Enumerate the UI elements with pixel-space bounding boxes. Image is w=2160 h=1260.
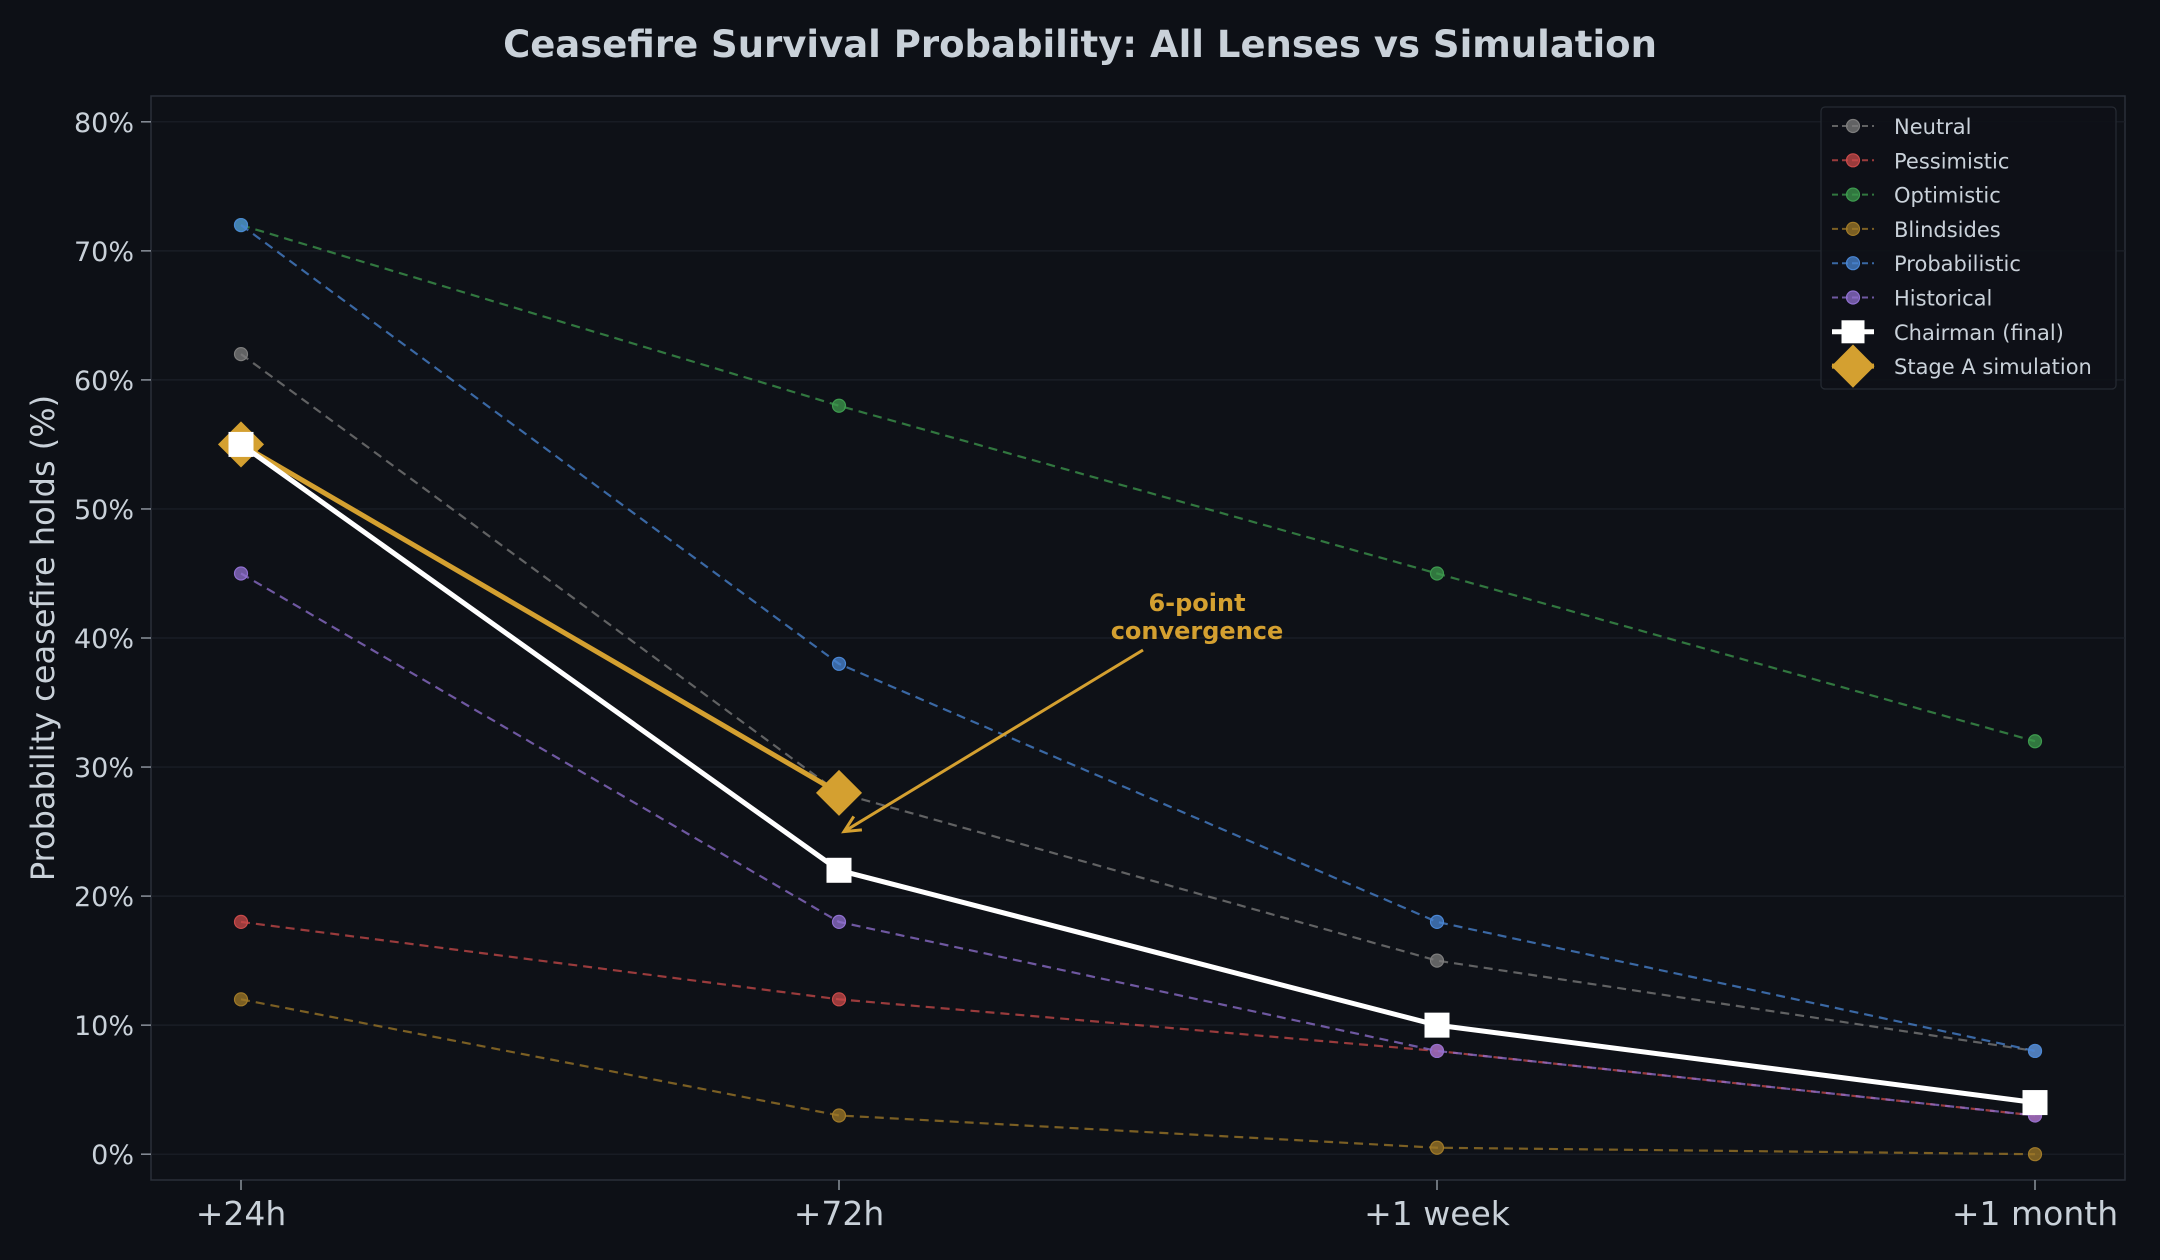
point-optimistic <box>831 398 847 413</box>
legend-item-chairman-final: Chairman (final) <box>1832 320 2064 345</box>
legend-label: Historical <box>1894 287 1992 311</box>
point-blindsides <box>1429 1140 1445 1155</box>
legend-swatch-marker <box>1845 118 1861 134</box>
y-tick-label: 70% <box>74 237 134 268</box>
point-neutral <box>233 346 249 362</box>
legend-item-probabilistic: Probabilistic <box>1832 252 2021 276</box>
grid <box>151 121 2125 1155</box>
point-chairman-final <box>228 431 254 457</box>
legend-item-neutral: Neutral <box>1832 115 1972 139</box>
y-tick-label: 60% <box>74 366 134 397</box>
legend-item-stage-a-simulation: Stage A simulation <box>1831 344 2092 388</box>
annotation-text: 6-point <box>1148 589 1245 617</box>
point-historical <box>1429 1043 1445 1059</box>
point-probabilistic <box>831 656 847 671</box>
point-blindsides <box>831 1108 847 1123</box>
point-optimistic <box>1429 566 1445 581</box>
y-tick-label: 40% <box>74 624 134 655</box>
legend-label: Probabilistic <box>1894 252 2021 276</box>
legend-item-historical: Historical <box>1832 287 1992 311</box>
line-pessimistic <box>240 920 2036 1117</box>
line-chairman-final <box>239 442 2036 1106</box>
legend-label: Stage A simulation <box>1894 355 2092 379</box>
line-stage-a-simulation <box>239 442 841 796</box>
point-probabilistic <box>2027 1043 2043 1059</box>
point-neutral <box>1429 953 1445 968</box>
legend-item-optimistic: Optimistic <box>1832 184 2001 208</box>
y-tick-label: 20% <box>74 882 134 913</box>
x-tick-label: +1 month <box>1952 1194 2118 1233</box>
y-axis: 0% 10% 20% 30% 40% 50% 60% 70% 80% <box>74 108 151 1171</box>
legend-label: Blindsides <box>1894 218 2001 242</box>
x-tick-label: +72h <box>794 1194 885 1233</box>
point-chairman-final <box>826 857 852 883</box>
point-stage-a-simulation <box>815 769 863 816</box>
legend-label: Pessimistic <box>1894 149 2009 173</box>
legend-box <box>1820 106 2117 390</box>
legend-swatch-marker <box>1845 153 1861 168</box>
point-probabilistic <box>233 217 249 233</box>
annotation-arrowhead <box>841 815 863 834</box>
point-optimistic <box>2027 734 2043 749</box>
y-tick-label: 50% <box>74 495 134 526</box>
point-blindsides <box>233 992 249 1007</box>
series-chairman-final <box>228 431 2048 1116</box>
legend-item-blindsides: Blindsides <box>1832 218 2001 242</box>
legend-swatch-marker <box>1845 221 1861 236</box>
line-neutral <box>240 353 2036 1053</box>
legend-swatch-marker <box>1831 344 1875 388</box>
legend-label: Chairman (final) <box>1894 321 2064 345</box>
x-tick-label: +24h <box>196 1194 287 1233</box>
y-tick-label: 0% <box>91 1140 134 1171</box>
legend-swatch-marker <box>1845 256 1861 271</box>
series-blindsides <box>233 992 2043 1162</box>
legend-swatch-marker <box>1845 290 1861 305</box>
annotation-arrow <box>843 648 1144 833</box>
point-historical <box>831 914 847 930</box>
line-blindsides <box>240 998 2036 1156</box>
series-layer <box>217 217 2048 1162</box>
x-axis: +24h +72h +1 week +1 month <box>196 1180 2118 1233</box>
line-probabilistic <box>240 224 2036 1053</box>
point-chairman-final <box>1424 1012 1450 1038</box>
point-blindsides <box>2027 1147 2043 1162</box>
x-tick-label: +1 week <box>1364 1194 1511 1233</box>
line-historical <box>240 572 2036 1117</box>
point-chairman-final <box>2022 1090 2048 1116</box>
point-probabilistic <box>1429 914 1445 930</box>
legend-swatch-marker <box>1845 187 1861 202</box>
point-pessimistic <box>831 992 847 1007</box>
point-pessimistic <box>233 914 249 930</box>
y-tick-label: 80% <box>74 108 134 139</box>
legend-label: Optimistic <box>1894 184 2001 208</box>
y-tick-label: 30% <box>74 753 134 784</box>
legend-swatch-marker <box>1841 320 1865 344</box>
annotation-text: convergence <box>1111 617 1284 645</box>
line-optimistic <box>240 223 2036 743</box>
chart-title: Ceasefire Survival Probability: All Lens… <box>503 23 1657 66</box>
legend-item-pessimistic: Pessimistic <box>1832 149 2009 173</box>
point-historical <box>233 566 249 581</box>
y-tick-label: 10% <box>74 1011 134 1042</box>
legend-label: Neutral <box>1894 115 1972 139</box>
legend: Neutral Pessimistic Optimistic Blindsides Pr… <box>1820 106 2117 390</box>
series-probabilistic <box>233 217 2043 1059</box>
y-axis-label: Probability ceasefire holds (%) <box>24 395 62 881</box>
